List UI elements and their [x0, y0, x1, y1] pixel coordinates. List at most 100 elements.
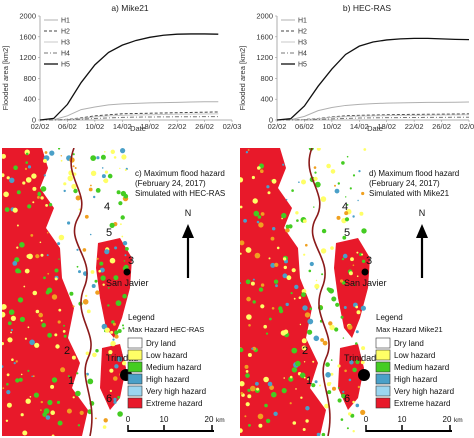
- hazard-speck: [301, 345, 307, 351]
- hazard-speck: [257, 215, 262, 219]
- hazard-speck: [247, 353, 252, 357]
- location-number-4: 4: [104, 201, 110, 213]
- hazard-speck: [29, 396, 32, 398]
- hazard-speck: [58, 234, 65, 241]
- hazard-speck: [125, 247, 129, 251]
- scale-unit: km: [454, 417, 463, 424]
- legend-swatch-high-hazard: [127, 373, 143, 385]
- hazard-speck: [307, 318, 314, 325]
- hazard-speck: [40, 409, 42, 411]
- hazard-speck: [329, 324, 335, 331]
- hazard-speck: [316, 148, 321, 151]
- hazard-speck: [30, 234, 34, 237]
- hazard-speck: [356, 310, 361, 315]
- chart-b-svg: b) HEC-RAS Flooded area [km2] Date 0 400 8…: [238, 3, 474, 133]
- hazard-speck: [72, 305, 75, 308]
- hazard-speck: [78, 270, 81, 274]
- hazard-speck: [240, 240, 245, 246]
- hazard-speck: [361, 259, 366, 263]
- hazard-speck: [335, 302, 340, 307]
- map-c-caption-line1: c) Maximum flood hazard: [135, 169, 225, 178]
- hazard-speck: [93, 195, 96, 199]
- hazard-speck: [32, 201, 35, 204]
- hazard-speck: [114, 364, 119, 369]
- scale-unit: km: [216, 417, 225, 424]
- legend-label-h4: H4: [298, 51, 307, 58]
- hazard-speck: [342, 390, 345, 393]
- hazard-speck: [321, 228, 327, 234]
- y-tick-label: 400: [23, 95, 36, 104]
- hazard-speck: [120, 190, 127, 197]
- hazard-speck: [122, 324, 124, 327]
- hazard-speck: [32, 290, 38, 296]
- hazard-speck: [85, 351, 90, 356]
- hazard-speck: [46, 287, 53, 294]
- hazard-speck: [4, 207, 10, 212]
- hazard-speck: [113, 400, 117, 404]
- hazard-speck: [342, 253, 348, 259]
- hazard-speck: [67, 221, 71, 225]
- hazard-speck: [330, 169, 336, 174]
- x-tick-label: 10/02: [322, 122, 341, 131]
- hazard-speck: [348, 271, 353, 276]
- hazard-speck: [35, 309, 40, 314]
- place-label-san-javier: San Javier: [106, 278, 149, 288]
- hazard-speck: [47, 332, 52, 338]
- hazard-speck: [278, 306, 283, 311]
- hazard-speck: [258, 222, 264, 228]
- hazard-speck: [271, 178, 277, 184]
- hazard-speck: [124, 169, 127, 171]
- location-number-5: 5: [106, 227, 112, 239]
- location-number-6: 6: [344, 393, 350, 405]
- legend-swatch-high-hazard: [375, 373, 391, 385]
- hazard-speck: [85, 294, 88, 298]
- hazard-speck: [240, 252, 242, 255]
- hazard-speck: [109, 222, 115, 228]
- hazard-speck: [47, 272, 50, 275]
- hazard-speck: [54, 268, 59, 273]
- hazard-speck: [112, 322, 116, 326]
- hazard-speck: [248, 324, 251, 327]
- hazard-speck: [114, 334, 119, 339]
- scale-tick-20: 20: [443, 415, 452, 424]
- hazard-speck: [352, 400, 355, 404]
- hazard-speck: [120, 215, 125, 220]
- hazard-speck: [245, 402, 250, 407]
- hazard-speck: [91, 284, 96, 288]
- hazard-speck: [77, 424, 81, 427]
- hazard-speck: [265, 418, 271, 424]
- hazard-speck: [54, 333, 58, 337]
- legend-label-extreme-hazard: Extreme hazard: [394, 399, 450, 408]
- hazard-speck: [254, 252, 261, 259]
- hazard-speck: [330, 359, 333, 361]
- hazard-speck: [305, 419, 309, 423]
- hazard-speck: [301, 292, 306, 298]
- hazard-speck: [363, 148, 367, 151]
- flood-extent-d: 1 2 3 4 5 6 San Javier Trinidad: [240, 148, 387, 436]
- hazard-speck: [307, 329, 313, 335]
- hazard-speck: [282, 163, 285, 166]
- hazard-speck: [285, 302, 289, 307]
- hazard-speck: [12, 207, 18, 213]
- hazard-speck: [26, 254, 31, 259]
- hazard-speck: [269, 385, 274, 390]
- scale-tick-10: 10: [160, 415, 169, 424]
- hazard-speck: [13, 165, 18, 170]
- hazard-speck: [300, 396, 303, 399]
- x-tick-label: 10/02: [85, 122, 104, 131]
- hazard-speck: [327, 287, 333, 293]
- hazard-speck: [63, 334, 67, 338]
- hazard-speck: [22, 430, 28, 436]
- hazard-speck: [104, 170, 108, 174]
- north-label: N: [185, 208, 192, 218]
- hazard-speck: [282, 257, 287, 261]
- hazard-speck: [268, 257, 271, 260]
- hazard-speck: [325, 362, 330, 367]
- hazard-speck: [32, 186, 37, 191]
- hazard-speck: [115, 300, 122, 306]
- hazard-speck: [302, 428, 306, 431]
- hazard-speck: [346, 155, 349, 158]
- hazard-speck: [72, 153, 75, 156]
- hazard-speck: [16, 224, 19, 227]
- hazard-speck: [2, 365, 4, 368]
